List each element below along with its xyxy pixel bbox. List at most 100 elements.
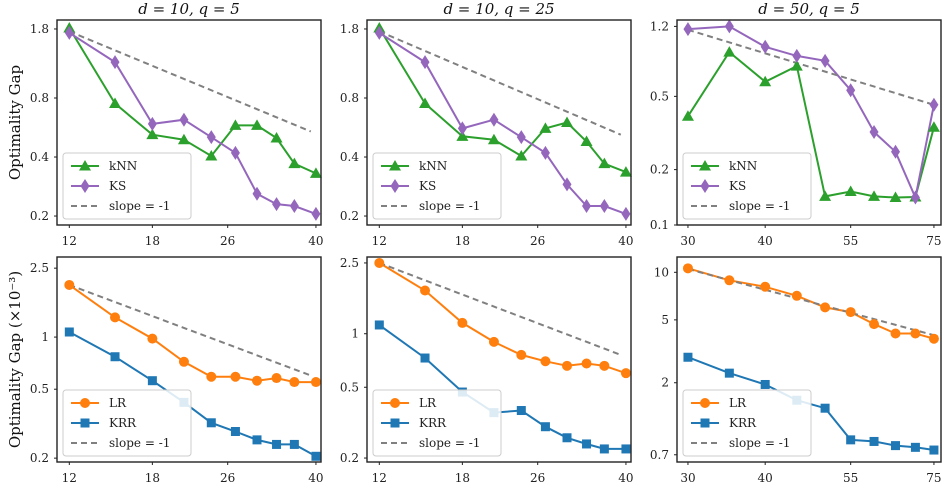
x-tick-label: 12 — [62, 234, 77, 248]
data-point — [910, 190, 920, 205]
data-point — [309, 167, 322, 178]
y-axis-label: Optimality Gap (×10⁻³) — [6, 271, 24, 448]
data-point — [270, 132, 283, 143]
subplot-6: 30 40 55 75 0.7 2 5 10 LR KRR slope = -1 — [650, 256, 942, 485]
series-line-knn — [687, 50, 935, 199]
data-point — [621, 206, 631, 221]
data-point — [760, 281, 771, 292]
data-point — [457, 317, 468, 328]
data-point — [683, 352, 693, 362]
y-tick-label: 0.2 — [340, 451, 359, 465]
subplot-5: 12 18 26 40 0.2 0.5 1 2.5 LR KRR slope = -1 — [340, 256, 634, 485]
subplot-title: d = 10, q = 25 — [443, 0, 554, 18]
legend-label: slope = -1 — [419, 436, 480, 450]
legend-label: KRR — [109, 416, 137, 430]
data-point — [489, 112, 499, 127]
legend-label: LR — [419, 396, 437, 410]
data-point — [289, 199, 299, 214]
data-point — [110, 55, 120, 70]
subplot-1: 12 18 26 40 0.2 0.4 0.8 1.8 d = 10, q = 5 Optimal… — [6, 0, 324, 248]
series-line-knn — [378, 27, 627, 174]
data-point — [890, 328, 901, 339]
legend-box — [62, 152, 192, 220]
data-point — [288, 157, 301, 169]
series-line-ks — [687, 25, 935, 201]
plot-frame — [366, 19, 632, 226]
data-point — [488, 336, 499, 347]
plot-frame — [366, 256, 632, 463]
x-tick-label: 26 — [220, 234, 235, 248]
y-tick-label: 10 — [654, 265, 669, 279]
series-line-slope-1 — [68, 30, 312, 133]
legend-marker — [79, 160, 91, 171]
data-point — [891, 441, 901, 451]
plot-frame — [676, 19, 942, 226]
x-tick-label: 26 — [220, 471, 235, 485]
y-tick-label: 1.2 — [650, 19, 669, 33]
x-tick-label: 18 — [145, 234, 160, 248]
legend-marker — [390, 398, 400, 408]
data-point — [311, 451, 321, 461]
data-point — [110, 312, 121, 323]
series-line-krr — [687, 356, 935, 451]
data-point — [147, 116, 157, 131]
data-point — [820, 403, 830, 413]
x-tick-label: 30 — [680, 471, 695, 485]
data-point — [374, 25, 384, 40]
data-point — [869, 319, 880, 330]
data-point — [561, 116, 574, 127]
data-point — [846, 83, 856, 98]
x-tick-label: 75 — [926, 234, 941, 248]
data-point — [147, 333, 158, 344]
x-tick-label: 30 — [680, 234, 695, 248]
y-tick-label: 1 — [351, 327, 359, 341]
y-tick-label: 0.5 — [650, 89, 669, 103]
y-tick-label: 1.8 — [340, 22, 359, 36]
legend-box — [682, 152, 812, 220]
data-point — [146, 128, 159, 140]
data-point — [868, 190, 881, 201]
y-tick-label: 0.4 — [30, 150, 49, 164]
data-point — [230, 427, 240, 437]
data-point — [819, 190, 832, 201]
data-point — [580, 135, 593, 146]
y-tick-label: 0.2 — [650, 163, 669, 177]
data-point — [562, 360, 573, 371]
series-line-ks — [68, 31, 317, 215]
data-point — [869, 125, 879, 140]
data-point — [599, 199, 609, 214]
legend-box — [372, 389, 502, 457]
data-point — [869, 436, 879, 446]
data-point — [910, 328, 921, 339]
data-point — [177, 133, 190, 145]
plot-frame — [676, 256, 942, 463]
x-tick-label: 12 — [372, 471, 387, 485]
series-line-ks — [378, 31, 627, 215]
plot-frame — [56, 256, 322, 463]
data-point — [540, 356, 551, 367]
series-line-slope-1 — [378, 30, 622, 136]
data-point — [229, 119, 242, 130]
data-point — [790, 60, 803, 71]
data-point — [791, 290, 802, 301]
legend-box — [62, 389, 192, 457]
data-point — [539, 122, 552, 133]
legend-marker — [699, 160, 711, 171]
legend-box — [682, 389, 812, 457]
data-point — [582, 439, 592, 449]
series-line-krr — [378, 324, 626, 450]
legend-marker — [80, 179, 90, 193]
legend-label: KRR — [729, 416, 757, 430]
data-point — [272, 439, 282, 449]
x-tick-label: 18 — [145, 471, 160, 485]
x-tick-label: 40 — [308, 234, 323, 248]
legend-label: KS — [729, 179, 746, 193]
y-tick-label: 0.2 — [340, 209, 359, 223]
x-tick-label: 18 — [455, 471, 470, 485]
data-point — [251, 119, 264, 130]
data-point — [272, 197, 282, 212]
data-point — [289, 377, 300, 388]
legend: LR KRR slope = -1 — [62, 389, 192, 457]
subplot-title: d = 10, q = 5 — [138, 0, 240, 18]
data-point — [621, 444, 631, 454]
